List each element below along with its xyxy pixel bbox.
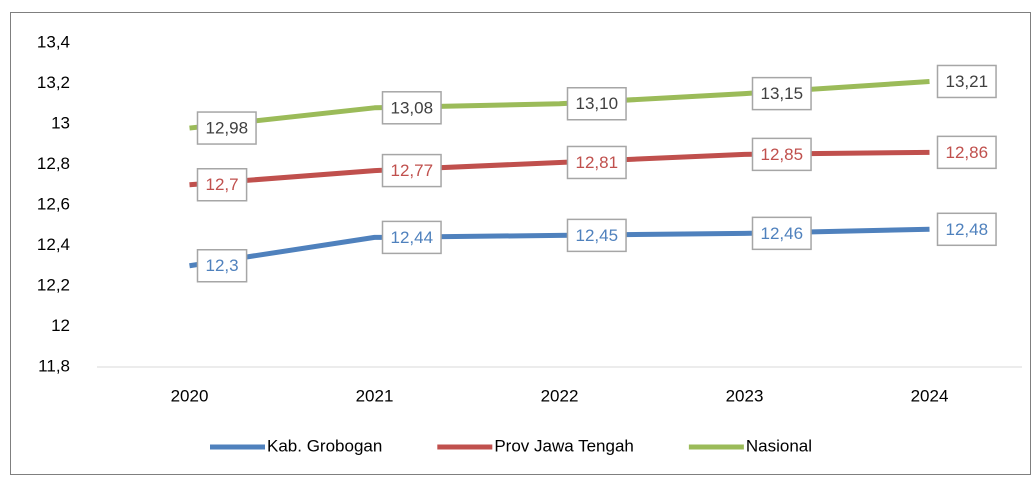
data-label: 13,21 [936,64,997,99]
y-tick-label: 13,4 [37,32,70,51]
data-label-text: 12,77 [391,161,434,180]
y-tick-label: 13,2 [37,73,70,92]
data-label: 12,46 [751,216,812,251]
data-label-text: 12,45 [576,226,619,245]
data-label: 12,85 [751,137,812,172]
data-label-box [566,145,627,180]
data-label-text: 12,46 [761,224,804,243]
data-label-text: 13,15 [761,84,804,103]
data-label-text: 12,7 [206,175,239,194]
legend-label: Prov Jawa Tengah [494,436,634,455]
data-label-box [381,153,442,188]
data-label-box [196,111,257,145]
data-label: 12,86 [936,135,997,170]
data-label: 12,48 [936,212,997,247]
data-label-box [566,218,627,253]
data-label-box [751,137,812,172]
data-label-box [936,212,997,247]
data-label: 13,10 [566,87,627,121]
y-tick-label: 12,8 [37,154,70,173]
x-tick-label: 2024 [911,386,949,405]
legend-label: Nasional [746,436,812,455]
data-label: 12,3 [196,249,248,283]
data-label: 13,15 [751,76,812,111]
data-label-text: 12,86 [946,143,989,162]
data-label-text: 12,85 [761,145,804,164]
data-label-box [196,249,248,283]
data-label-box [936,64,997,99]
data-label-text: 13,21 [946,72,989,91]
data-label: 12,44 [381,220,442,255]
data-label-box [381,220,442,255]
data-label-text: 13,10 [576,94,619,113]
data-label: 12,7 [196,168,248,202]
x-tick-label: 2020 [171,386,209,405]
y-tick-label: 11,8 [38,356,70,375]
data-label-text: 12,81 [576,153,619,172]
data-label-box [936,135,997,170]
data-label: 13,08 [381,91,442,125]
chart-border [10,12,1031,475]
data-label-box [566,87,627,121]
data-label-text: 13,08 [391,98,434,117]
data-label-box [751,216,812,251]
y-tick-label: 12,4 [37,235,70,254]
y-tick-label: 13 [51,113,70,132]
data-label-box [381,91,442,125]
x-tick-label: 2023 [726,386,764,405]
x-tick-label: 2021 [356,386,394,405]
y-tick-label: 12,2 [37,275,70,294]
data-label: 12,81 [566,145,627,180]
data-label-text: 12,44 [391,228,434,247]
legend-label: Kab. Grobogan [267,436,382,455]
y-tick-label: 12,6 [37,194,70,213]
x-tick-label: 2022 [541,386,579,405]
data-label: 12,98 [196,111,257,145]
data-label-box [196,168,248,202]
data-label: 12,77 [381,153,442,188]
data-label-text: 12,3 [206,256,239,275]
data-label-text: 12,98 [206,119,249,138]
data-label: 12,45 [566,218,627,253]
data-label-box [751,76,812,111]
data-label-text: 12,48 [946,220,989,239]
y-tick-label: 12 [51,316,70,335]
